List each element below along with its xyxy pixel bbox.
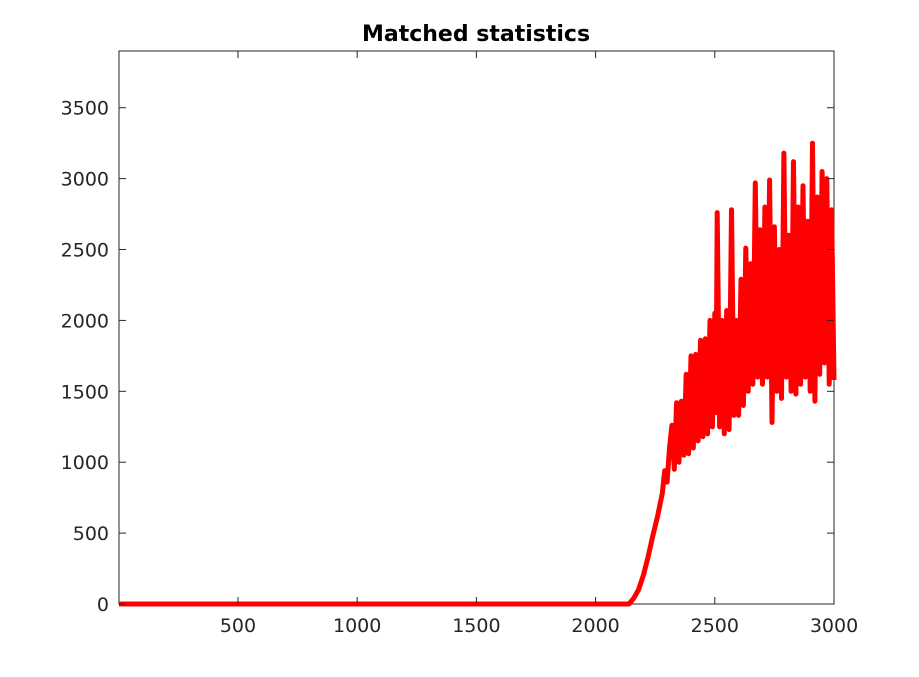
- y-tick-label: 2500: [61, 240, 109, 262]
- series-line-1: [119, 140, 837, 607]
- x-tick-label: 1000: [333, 615, 381, 637]
- y-tick-label: 3500: [61, 98, 109, 120]
- x-tick-label: 2000: [571, 615, 619, 637]
- y-tick-label: 2000: [61, 310, 109, 332]
- y-axis: 0 500 1000 1500 2000 2500 3000 3500: [61, 98, 834, 616]
- y-tick-label: 1000: [61, 452, 109, 474]
- series-layer: [119, 140, 837, 607]
- x-axis: 500 1000 1500 2000 2500 3000: [220, 51, 858, 637]
- x-tick-label: 2500: [691, 615, 739, 637]
- y-tick-label: 0: [97, 594, 109, 616]
- x-tick-label: 3000: [810, 615, 858, 637]
- chart-title: Matched statistics: [362, 22, 590, 47]
- x-tick-label: 500: [220, 615, 256, 637]
- y-tick-label: 3000: [61, 169, 109, 191]
- y-tick-label: 1500: [61, 381, 109, 403]
- y-tick-label: 500: [73, 523, 109, 545]
- x-tick-label: 1500: [452, 615, 500, 637]
